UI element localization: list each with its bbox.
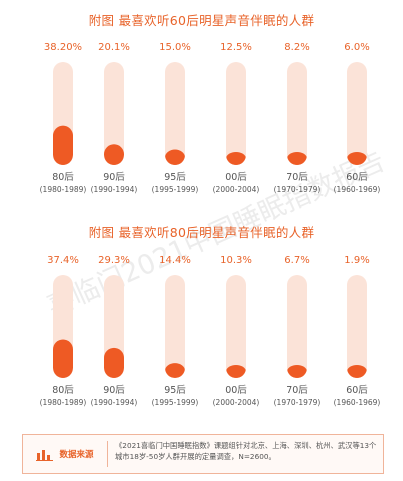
category-label: 95后	[164, 172, 186, 183]
chart1: 38.20% 80后 (1980-1989) 20.1% 90后 (1990-1994) 1…	[40, 42, 381, 194]
range-label: (1960-1969)	[334, 398, 381, 407]
value-label: 6.0%	[344, 42, 369, 53]
category-label: 60后	[346, 172, 368, 183]
range-label: (1960-1969)	[334, 185, 381, 194]
bar-track	[226, 62, 246, 165]
value-label: 10.3%	[220, 255, 252, 266]
bar	[104, 144, 124, 165]
value-label: 38.20%	[44, 42, 82, 53]
source-box: 数据来源 《2021喜临门中国睡眠指数》课题组针对北京、上海、深圳、杭州、武汉等…	[22, 434, 384, 474]
range-label: (1980-1989)	[40, 398, 87, 407]
value-label: 20.1%	[98, 42, 130, 53]
range-label: (1970-1979)	[274, 185, 321, 194]
category-label: 90后	[103, 172, 125, 183]
range-label: (1970-1979)	[274, 398, 321, 407]
range-label: (1990-1994)	[91, 185, 138, 194]
value-label: 8.2%	[284, 42, 309, 53]
category-label: 00后	[225, 385, 247, 396]
range-label: (1990-1994)	[91, 398, 138, 407]
source-divider	[107, 441, 108, 467]
value-label: 14.4%	[159, 255, 191, 266]
chart1-title: 附图 最喜欢听60后明星声音伴眠的人群	[88, 13, 315, 28]
bar-track	[287, 62, 307, 165]
bar	[287, 152, 307, 165]
bar	[53, 125, 73, 165]
bar	[347, 152, 367, 165]
category-label: 80后	[52, 385, 74, 396]
bar-track	[347, 275, 367, 378]
chart2-title: 附图 最喜欢听80后明星声音伴眠的人群	[88, 225, 315, 240]
chart2: 37.4% 80后 (1980-1989) 29.3% 90后 (1990-1994) 14…	[40, 255, 381, 407]
category-label: 80后	[52, 172, 74, 183]
bar-track	[287, 275, 307, 378]
category-label: 70后	[286, 172, 308, 183]
source-text: 《2021喜临门中国睡眠指数》课题组针对北京、上海、深圳、杭州、武汉等13个城市…	[115, 441, 377, 461]
category-label: 70后	[286, 385, 308, 396]
range-label: (1995-1999)	[152, 185, 199, 194]
bar-track	[165, 275, 185, 378]
bar	[165, 363, 185, 378]
range-label: (1995-1999)	[152, 398, 199, 407]
category-label: 00后	[225, 172, 247, 183]
bar-chart-icon	[36, 450, 54, 461]
value-label: 12.5%	[220, 42, 252, 53]
range-label: (1980-1989)	[40, 185, 87, 194]
bar	[104, 347, 124, 378]
bar	[226, 152, 246, 165]
category-label: 90后	[103, 385, 125, 396]
value-label: 6.7%	[284, 255, 309, 266]
range-label: (2000-2004)	[213, 185, 260, 194]
bar-track	[104, 62, 124, 165]
source-header: 数据来源	[23, 435, 107, 473]
bar	[226, 365, 246, 378]
bar-track	[165, 62, 185, 165]
category-label: 60后	[346, 385, 368, 396]
range-label: (2000-2004)	[213, 398, 260, 407]
value-label: 1.9%	[344, 255, 369, 266]
category-label: 95后	[164, 385, 186, 396]
bar-track	[226, 275, 246, 378]
bar	[165, 149, 185, 165]
bar	[347, 365, 367, 378]
bar	[287, 365, 307, 378]
value-label: 37.4%	[47, 255, 79, 266]
bar	[53, 339, 73, 378]
value-label: 15.0%	[159, 42, 191, 53]
bar-track	[347, 62, 367, 165]
source-label: 数据来源	[59, 450, 94, 460]
value-label: 29.3%	[98, 255, 130, 266]
